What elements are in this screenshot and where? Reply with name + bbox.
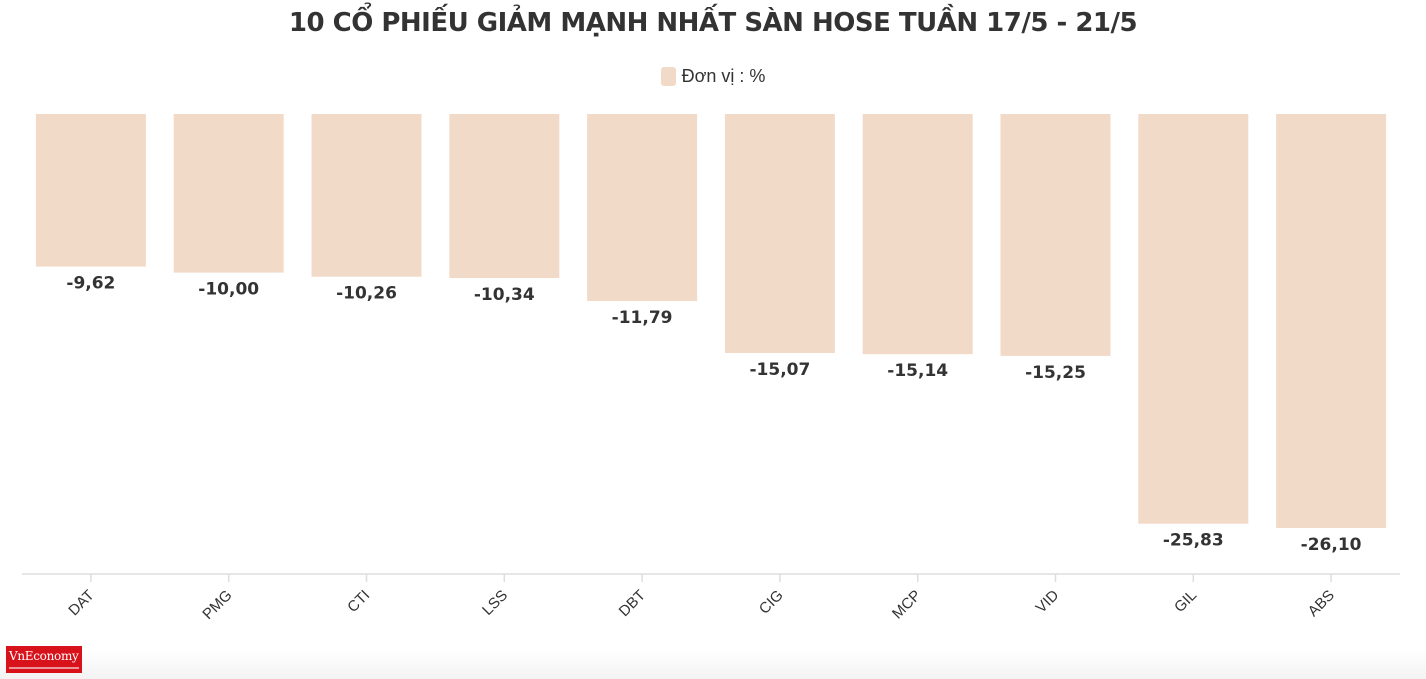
logo-text: VnEconomy — [9, 649, 79, 663]
x-tick-label-abs: ABS — [1305, 587, 1338, 620]
x-tick-label-gil: GIL — [1171, 587, 1200, 616]
data-label-cti: -10,26 — [336, 284, 397, 304]
bar-dat — [35, 114, 146, 267]
data-label-lss: -10,34 — [474, 285, 535, 305]
data-label-gil: -25,83 — [1163, 531, 1224, 551]
data-label-dbt: -11,79 — [612, 308, 673, 328]
legend-label: Đơn vị : % — [681, 66, 766, 86]
chart-legend: Đơn vị : % — [0, 66, 1426, 87]
bar-abs — [1276, 114, 1387, 528]
vneconomy-logo: VnEconomy — [6, 646, 82, 673]
bar-cti — [311, 114, 422, 277]
data-label-vid: -15,25 — [1025, 363, 1086, 383]
bar-mcp — [862, 114, 973, 355]
bar-dbt — [587, 114, 698, 302]
logo-underline — [9, 667, 79, 669]
x-tick-label-cig: CIG — [756, 587, 787, 618]
bar-pmg — [173, 114, 284, 273]
x-tick-label-pmg: PMG — [199, 587, 235, 623]
data-label-pmg: -10,00 — [198, 280, 259, 300]
bar-cig — [724, 114, 835, 354]
x-tick-label-cti: CTI — [344, 587, 373, 616]
bar-vid — [1000, 114, 1111, 356]
data-label-mcp: -15,14 — [887, 361, 948, 381]
footer-band — [0, 650, 1426, 679]
x-tick-label-vid: VID — [1033, 587, 1063, 617]
bar-gil — [1138, 114, 1249, 524]
x-tick-label-dat: DAT — [65, 587, 97, 619]
data-label-dat: -9,62 — [66, 274, 115, 294]
x-tick-label-lss: LSS — [479, 587, 511, 619]
chart-title: 10 CỔ PHIẾU GIẢM MẠNH NHẤT SÀN HOSE TUẦN… — [288, 8, 1138, 38]
data-label-cig: -15,07 — [749, 360, 810, 380]
x-tick-label-dbt: DBT — [616, 587, 649, 620]
legend-swatch — [660, 67, 676, 86]
x-tick-label-mcp: MCP — [889, 587, 925, 623]
bar-lss — [449, 114, 560, 279]
data-label-abs: -26,10 — [1301, 535, 1362, 555]
